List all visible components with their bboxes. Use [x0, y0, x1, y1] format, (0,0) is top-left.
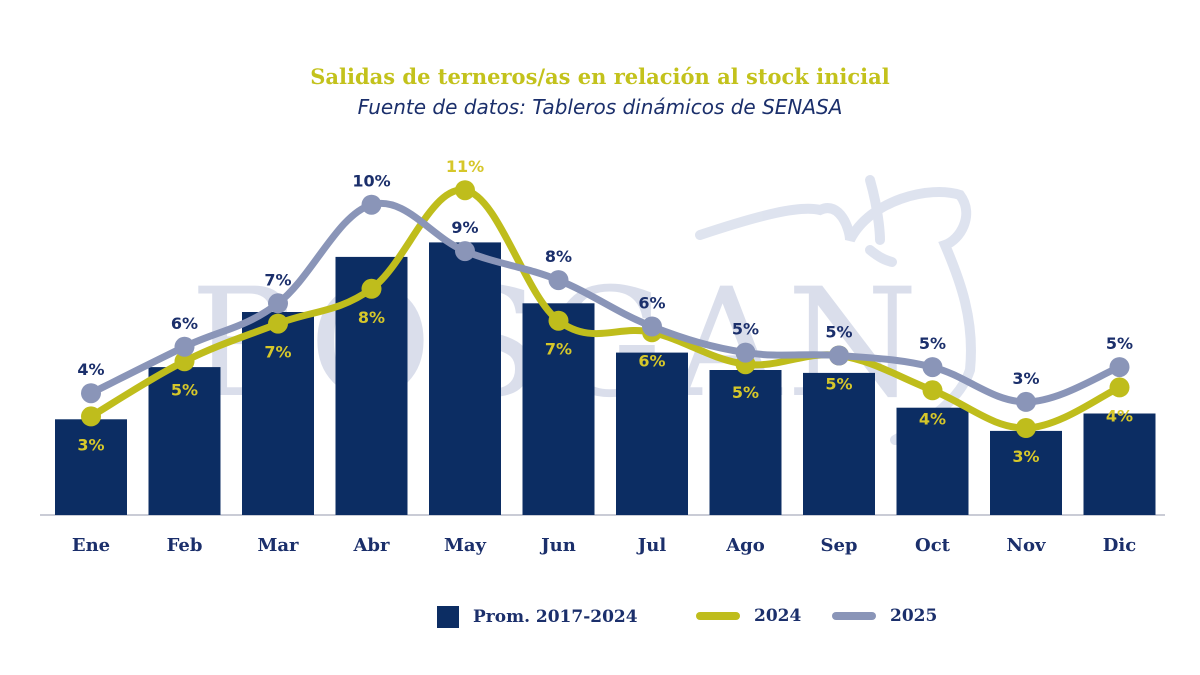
point-2025-nov [1016, 391, 1036, 412]
point-2024-oct [922, 380, 943, 401]
label-2025-nov: 3% [1012, 369, 1039, 388]
line-2025 [87, 199, 1123, 406]
label-2025-dic: 5% [1106, 334, 1133, 353]
x-tick-sep: Sep [820, 535, 857, 556]
label-2025-oct: 5% [919, 334, 946, 353]
bar-dic [1083, 413, 1156, 515]
label-2025-feb: 6% [171, 314, 198, 333]
label-2024-sep: 5% [825, 375, 852, 394]
legend-label-2025: 2025 [890, 606, 938, 626]
point-2024-ene [81, 406, 101, 427]
legend-item-prom: Prom. 2017-2024 [437, 606, 638, 628]
label-2024-mar: 7% [264, 343, 291, 362]
bar-series-prom [55, 242, 1156, 515]
legend-label-prom: Prom. 2017-2024 [473, 607, 638, 627]
chart-subtitle: Fuente de datos: Tableros dinámicos de S… [357, 95, 843, 119]
label-2025-ago: 5% [732, 320, 759, 339]
x-tick-may: May [444, 535, 487, 556]
label-2025-abr: 10% [352, 172, 390, 191]
x-tick-jun: Jun [539, 535, 576, 556]
point-2024-dic [1109, 377, 1130, 398]
point-2024-jun [548, 310, 569, 331]
bar-jun [522, 303, 595, 515]
bar-ene [55, 419, 127, 515]
x-tick-abr: Abr [352, 535, 390, 556]
point-2025-sep [829, 345, 849, 366]
bar-may [429, 242, 501, 515]
label-2024-feb: 5% [171, 380, 198, 399]
point-2025-ago [735, 342, 756, 363]
bar-ago [709, 370, 782, 515]
point-2024-may [455, 180, 475, 201]
label-2024-may: 11% [446, 157, 484, 176]
x-tick-ene: Ene [72, 535, 110, 556]
point-2025-jun [548, 270, 569, 291]
legend-item-2024: 2024 [696, 606, 801, 626]
label-2025-jun: 8% [545, 247, 572, 266]
point-2025-mar [268, 293, 288, 314]
x-tick-dic: Dic [1103, 535, 1136, 556]
point-2025-dic [1109, 357, 1130, 378]
point-2025-oct [922, 357, 943, 378]
point-2024-nov [1016, 418, 1036, 438]
bar-sep [803, 372, 875, 515]
bar-mar [242, 312, 314, 515]
legend-swatch-2025 [832, 612, 876, 620]
point-2024-mar [268, 313, 288, 334]
x-tick-nov: Nov [1007, 535, 1046, 556]
x-tick-ago: Ago [725, 535, 765, 556]
label-2024-jul: 6% [638, 351, 665, 370]
chart-title: Salidas de terneros/as en relación al st… [310, 64, 890, 89]
label-2025-may: 9% [451, 218, 478, 237]
legend: Prom. 2017-2024 2024 2025 [0, 606, 1200, 636]
legend-swatch-prom [437, 606, 459, 628]
point-2025-ene [81, 383, 101, 404]
point-2025-may [455, 241, 475, 262]
line-series-2025 [81, 194, 1130, 412]
label-2025-ene: 4% [77, 360, 104, 379]
label-2024-jun: 7% [545, 340, 572, 359]
bar-oct [896, 407, 969, 515]
cow-head-icon [695, 175, 976, 445]
label-2025-mar: 7% [264, 270, 291, 289]
label-2024-dic: 4% [1106, 406, 1133, 425]
bar-nov [990, 430, 1062, 515]
x-tick-oct: Oct [915, 535, 951, 556]
legend-item-2025: 2025 [832, 606, 937, 626]
label-2025-jul: 6% [638, 294, 665, 313]
x-tick-mar: Mar [257, 535, 299, 556]
point-2025-jul [642, 316, 662, 337]
legend-label-2024: 2024 [754, 606, 802, 626]
bar-jul [616, 352, 688, 515]
label-2024-ago: 5% [732, 383, 759, 402]
point-2025-abr [361, 194, 382, 215]
x-tick-feb: Feb [167, 535, 203, 556]
point-2024-abr [361, 278, 382, 299]
label-2024-oct: 4% [919, 409, 946, 428]
label-2024-ene: 3% [77, 435, 104, 454]
label-2024-abr: 8% [358, 308, 385, 327]
bar-feb [148, 367, 221, 515]
legend-swatch-2024 [696, 612, 740, 620]
label-2024-nov: 3% [1012, 447, 1039, 466]
x-tick-jul: Jul [636, 535, 667, 556]
point-2024-feb [174, 351, 195, 372]
point-2025-feb [174, 336, 195, 357]
label-2025-sep: 5% [825, 323, 852, 342]
